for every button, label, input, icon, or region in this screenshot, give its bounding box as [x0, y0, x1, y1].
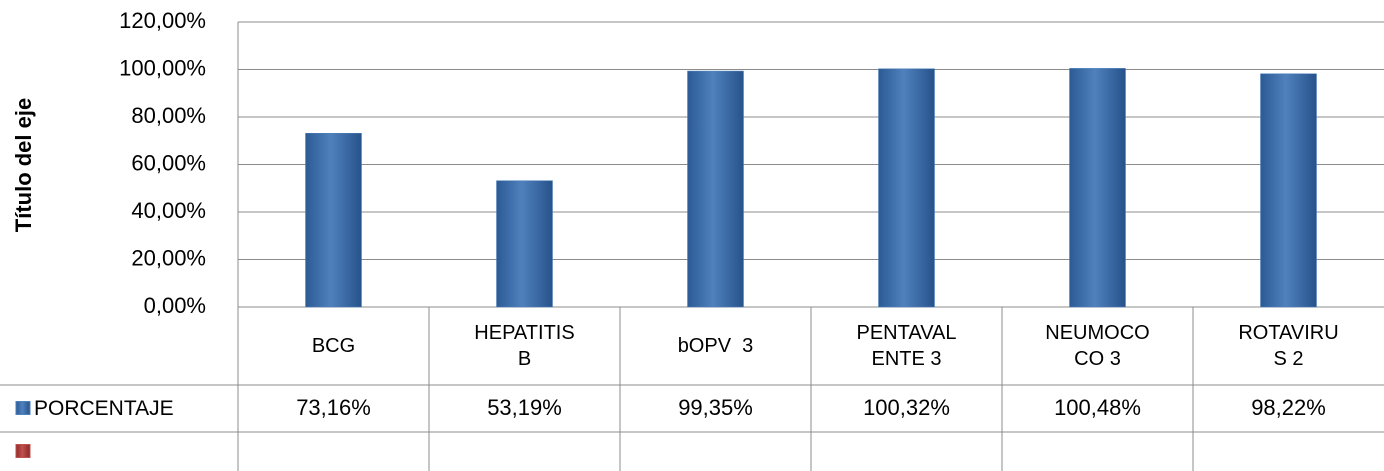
x-tick-label: ROTAVIRU S 2 [1238, 322, 1339, 370]
data-label: 99,35% [678, 395, 753, 421]
y-tick-label: 100,00% [119, 55, 206, 80]
y-tick-label: 0,00% [144, 293, 206, 318]
x-tick-label: bOPV 3 [677, 335, 754, 357]
data-label: 100,48% [1054, 395, 1141, 421]
data-label: 100,32% [863, 395, 950, 421]
bar [1260, 73, 1317, 308]
bar [496, 180, 553, 308]
bar [305, 132, 362, 308]
bar [687, 70, 744, 308]
legend-swatch [15, 444, 31, 458]
x-tick-label: PENTAVAL ENTE 3 [856, 322, 957, 370]
x-tick-label: HEPATITIS B [474, 322, 575, 370]
x-tick-label: NEUMOCO CO 3 [1045, 322, 1150, 370]
y-tick-label: 20,00% [131, 245, 206, 270]
legend-swatch [15, 401, 31, 415]
legend-label: PORCENTAJE [34, 396, 174, 420]
bar [1069, 68, 1126, 308]
y-tick-label: 120,00% [119, 8, 206, 33]
y-tick-label: 40,00% [131, 198, 206, 223]
data-label: 73,16% [296, 395, 371, 421]
y-tick-label: 60,00% [131, 150, 206, 175]
bar [878, 68, 935, 308]
data-label: 53,19% [487, 395, 562, 421]
y-axis-title: Título del eje [11, 98, 36, 232]
data-label: 98,22% [1251, 395, 1326, 421]
y-tick-label: 80,00% [131, 103, 206, 128]
x-tick-label: BCG [311, 335, 356, 357]
